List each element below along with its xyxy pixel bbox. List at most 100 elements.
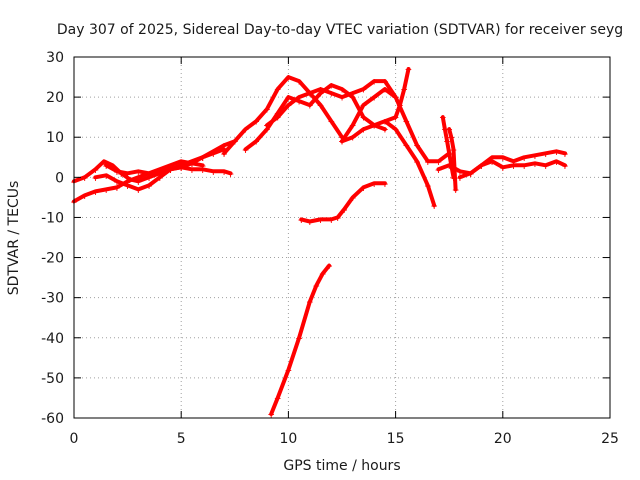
data-point: + (392, 123, 399, 136)
data-point: + (424, 155, 431, 168)
data-point: + (285, 91, 292, 104)
data-point: + (227, 167, 234, 180)
data-point: + (178, 155, 185, 168)
data-point: + (405, 63, 412, 76)
data-point: + (371, 75, 378, 88)
data-point: + (92, 171, 99, 184)
series-s4 (104, 159, 205, 176)
data-point: + (135, 171, 142, 184)
y-tick-label: -50 (41, 371, 64, 387)
data-point: + (210, 147, 217, 160)
data-point: + (264, 123, 271, 136)
data-point: + (328, 213, 335, 226)
data-point: + (146, 167, 153, 180)
y-tick-label: 30 (46, 50, 64, 66)
data-point: + (103, 159, 110, 172)
data-point: + (382, 177, 389, 190)
data-point: + (221, 147, 228, 160)
data-point: + (189, 157, 196, 170)
data-point: + (135, 165, 142, 178)
data-point: + (114, 181, 121, 194)
data-point: + (156, 171, 163, 184)
data-point: + (268, 408, 275, 421)
data-point: + (307, 296, 314, 309)
data-point: + (285, 364, 292, 377)
y-tick-label: 20 (46, 90, 64, 106)
series-s11 (299, 181, 387, 224)
data-point: + (319, 268, 326, 281)
data-point: + (101, 155, 108, 168)
data-point: + (264, 103, 271, 116)
data-point: + (521, 159, 528, 172)
data-point: + (221, 143, 228, 156)
data-point: + (562, 147, 569, 160)
data-point: + (178, 161, 185, 174)
series-s8 (340, 87, 452, 164)
data-point: + (489, 151, 496, 164)
data-point: + (562, 159, 569, 172)
data-point: + (349, 87, 356, 100)
data-point: + (382, 75, 389, 88)
data-point: + (467, 167, 474, 180)
data-point: + (178, 159, 185, 172)
series-s6 (243, 83, 387, 152)
data-point: + (360, 181, 367, 194)
data-point: + (403, 115, 410, 128)
data-point: + (403, 139, 410, 152)
data-point: + (242, 123, 249, 136)
data-point: + (135, 175, 142, 188)
data-point: + (499, 151, 506, 164)
x-tick-label: 5 (177, 431, 186, 447)
data-point: + (435, 155, 442, 168)
y-tick-label: -30 (41, 291, 64, 307)
data-point: + (231, 135, 238, 148)
axis-ticks (73, 56, 611, 419)
data-point: + (92, 163, 99, 176)
data-point: + (392, 91, 399, 104)
x-tick-label: 25 (601, 431, 619, 447)
data-point: + (199, 151, 206, 164)
data-point: + (328, 79, 335, 92)
data-point: + (360, 83, 367, 96)
data-point: + (521, 151, 528, 164)
y-tick-label: -60 (41, 411, 64, 427)
x-tick-label: 10 (279, 431, 297, 447)
data-point: + (296, 332, 303, 345)
data-point: + (103, 183, 110, 196)
data-point: + (199, 163, 206, 176)
data-point: + (296, 91, 303, 104)
plot-frame (73, 56, 611, 419)
data-point: + (124, 179, 131, 192)
x-axis-label: GPS time / hours (283, 458, 400, 474)
data-point: + (392, 111, 399, 124)
data-point: + (382, 83, 389, 96)
data-point: + (317, 87, 324, 100)
data-point: + (382, 123, 389, 136)
data-point: + (328, 115, 335, 128)
data-point: + (414, 155, 421, 168)
data-point: + (341, 203, 348, 216)
data-point: + (285, 71, 292, 84)
data-point: + (109, 159, 116, 172)
data-point: + (349, 191, 356, 204)
data-point: + (221, 165, 228, 178)
data-point: + (146, 171, 153, 184)
data-point: + (274, 111, 281, 124)
data-point: + (124, 167, 131, 180)
data-point: + (360, 99, 367, 112)
data-point: + (334, 211, 341, 224)
data-point: + (371, 91, 378, 104)
data-point: + (382, 115, 389, 128)
data-point: + (542, 159, 549, 172)
data-point: + (167, 159, 174, 172)
data-point: + (448, 159, 455, 172)
x-tick-label: 20 (494, 431, 512, 447)
data-point: + (317, 99, 324, 112)
data-point: + (146, 179, 153, 192)
data-point: + (210, 165, 217, 178)
data-point: + (439, 111, 446, 124)
data-point: + (457, 165, 464, 178)
data-point: + (114, 165, 121, 178)
series-s7 (265, 79, 398, 128)
data-point: + (264, 119, 271, 132)
